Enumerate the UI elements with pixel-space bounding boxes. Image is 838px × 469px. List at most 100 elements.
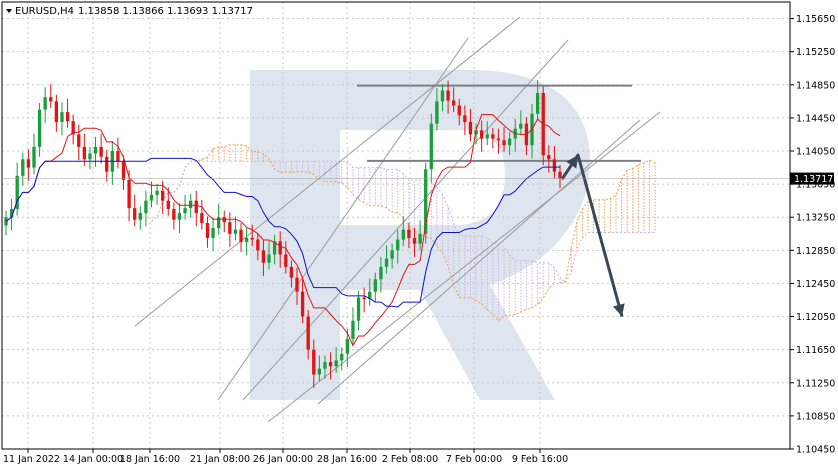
candle-body: [407, 229, 411, 238]
candle-body: [144, 200, 148, 214]
candle-body: [228, 222, 232, 234]
candle: [412, 227, 417, 257]
candle: [345, 328, 350, 368]
dropdown-triangle-icon[interactable]: [6, 9, 12, 13]
y-tick-label: 1.15250: [796, 47, 835, 58]
candle: [93, 136, 98, 167]
candle: [138, 206, 142, 230]
y-tick-label: 1.15650: [796, 14, 835, 25]
candle-body: [300, 291, 305, 317]
candle-body: [250, 237, 254, 240]
candle: [239, 223, 243, 252]
candle-body: [244, 237, 249, 243]
candle: [396, 229, 400, 264]
candle-body: [54, 101, 59, 123]
candle: [507, 131, 512, 156]
candle-body: [166, 200, 170, 209]
channel-line: [217, 37, 469, 401]
current-price-tag: 1.13717: [2, 172, 834, 185]
candle-body: [317, 368, 322, 375]
candle: [161, 180, 165, 214]
kijun-sen-line: [5, 157, 560, 308]
candle: [491, 127, 495, 149]
candle-body: [121, 161, 126, 180]
candle-body: [194, 200, 198, 214]
candle-body: [362, 297, 366, 300]
candle-body: [9, 208, 14, 218]
candle: [356, 290, 361, 331]
candle-body: [306, 316, 310, 350]
arrow-head-up: [566, 155, 578, 169]
candle-body: [396, 239, 400, 251]
candle-body: [239, 229, 243, 243]
candle-body: [26, 159, 31, 168]
candle: [558, 165, 562, 189]
candle-body: [507, 138, 512, 146]
candle: [60, 102, 64, 136]
candle-body: [496, 138, 501, 141]
candle-body: [418, 233, 422, 244]
candle-body: [345, 338, 350, 354]
candle: [15, 162, 19, 216]
candle-body: [440, 90, 445, 102]
candle: [267, 241, 271, 270]
candle: [233, 216, 238, 241]
candle-body: [205, 223, 210, 238]
candle-body: [356, 297, 361, 321]
candle-body: [373, 279, 377, 292]
x-tick-label: 7 Feb 00:00: [446, 454, 502, 465]
candle-body: [93, 146, 98, 154]
candle: [300, 278, 305, 324]
candle: [463, 105, 467, 136]
candle: [312, 339, 316, 388]
candle-body: [161, 190, 165, 201]
candle: [49, 83, 53, 108]
candle: [144, 190, 148, 227]
candle-body: [289, 266, 294, 278]
candle-body: [177, 213, 182, 220]
candle: [368, 278, 372, 306]
candle: [272, 234, 277, 265]
candle: [250, 224, 254, 247]
candle-body: [105, 156, 109, 172]
candle-body: [558, 171, 562, 179]
candle: [323, 355, 327, 379]
candle-body: [295, 277, 299, 292]
candle-body: [519, 123, 523, 129]
senkou-span-b: [151, 160, 656, 284]
candle: [26, 149, 31, 181]
candle: [552, 146, 557, 179]
y-tick-label: 1.12050: [796, 312, 835, 323]
x-tick-label: 28 Jan 16:00: [317, 454, 377, 465]
candle-body: [60, 112, 64, 123]
candle: [4, 210, 8, 236]
y-tick-label: 1.13650: [796, 180, 835, 191]
candle: [105, 150, 109, 182]
channel-line: [134, 16, 521, 327]
y-tick-label: 1.10450: [796, 445, 835, 456]
candle: [222, 210, 226, 233]
candle: [541, 86, 545, 166]
candle: [452, 87, 456, 113]
candle: [99, 133, 103, 164]
candle: [418, 220, 422, 251]
candle: [424, 162, 428, 244]
candle: [485, 121, 489, 146]
candle: [317, 355, 322, 382]
candle: [496, 128, 501, 154]
y-tick-label: 1.14050: [796, 147, 835, 158]
x-tick-label: 26 Jan 00:00: [253, 454, 313, 465]
candle-body: [446, 90, 450, 101]
candle: [401, 216, 405, 247]
candle-body: [155, 190, 159, 195]
x-tick-label: 9 Feb 16:00: [512, 454, 568, 465]
candle: [244, 227, 249, 256]
channel-line: [267, 111, 661, 423]
candle: [172, 202, 176, 230]
candle-body: [82, 146, 87, 160]
candle-body: [312, 349, 316, 375]
candle-body: [535, 93, 540, 114]
y-tick-label: 1.12450: [796, 279, 835, 290]
candle-body: [99, 146, 103, 157]
